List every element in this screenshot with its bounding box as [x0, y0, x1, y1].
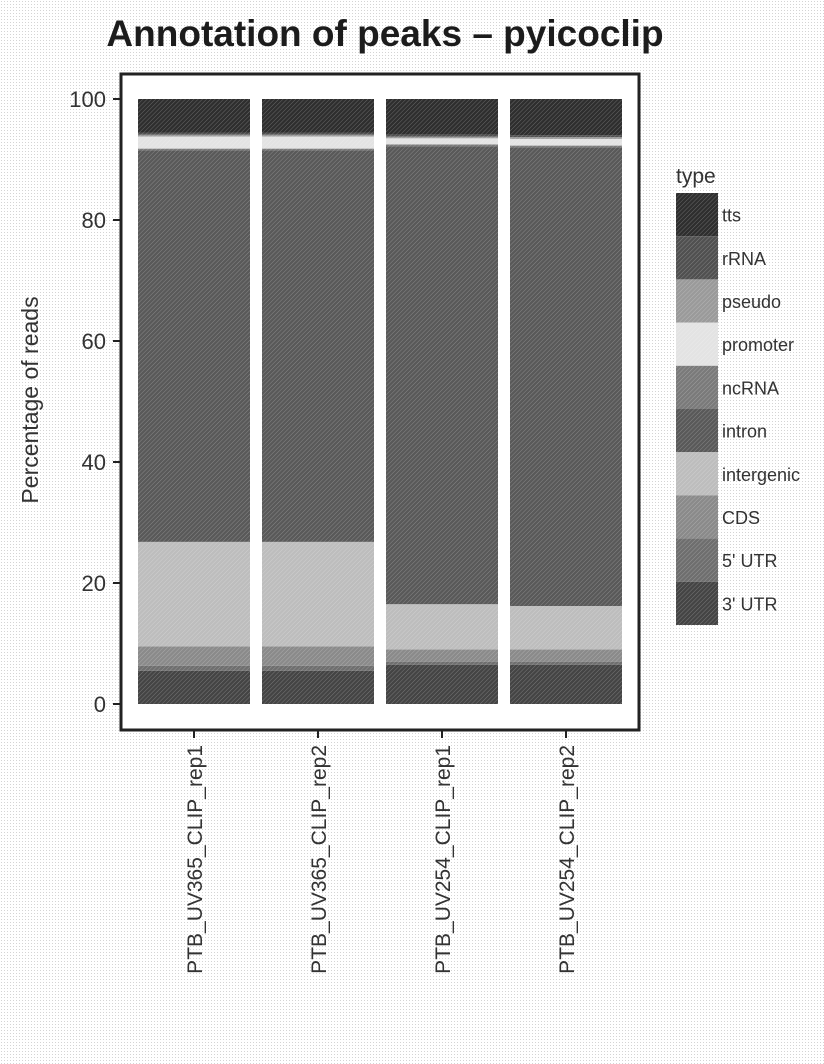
- legend-label: promoter: [722, 335, 794, 355]
- legend-label: tts: [722, 206, 741, 226]
- legend-item-pseudo: pseudo: [676, 279, 781, 323]
- legend-item-intergenic: intergenic: [676, 452, 800, 496]
- y-tick-label: 100: [69, 87, 106, 112]
- y-tick-label: 40: [82, 450, 106, 475]
- bar-segment-promoter-1: [138, 136, 250, 149]
- bar-segment-5-utr-3: [386, 661, 498, 665]
- bar-segment-3-utr-4: [510, 664, 622, 704]
- legend-item-ncrna: ncRNA: [676, 365, 779, 409]
- legend-item-tts: tts: [676, 193, 741, 237]
- bar-segment-rrna-4: [510, 135, 622, 138]
- bar-segment-pseudo-2: [262, 134, 374, 137]
- bar-segment-promoter-2: [262, 136, 374, 149]
- bar-segment-intron-1: [138, 150, 250, 542]
- bar-segment-intron-2: [262, 150, 374, 542]
- legend-label: rRNA: [722, 249, 766, 269]
- legend-item-3-utr: 3' UTR: [676, 581, 777, 625]
- bar-segment-rrna-1: [138, 132, 250, 135]
- bar-segment-promoter-3: [386, 138, 498, 145]
- y-tick-label: 80: [82, 208, 106, 233]
- bar-segment-intergenic-4: [510, 605, 622, 650]
- bar-segment-5-utr-4: [510, 661, 622, 665]
- x-tick-label-3: PTB_UV254_CLIP_rep1: [432, 745, 455, 974]
- bar-segment-tts-3: [386, 99, 498, 135]
- bar-segment-ncrna-4: [510, 145, 622, 148]
- legend-label: pseudo: [722, 292, 781, 312]
- legend-label: intron: [722, 422, 767, 442]
- bar-segment-intergenic-3: [386, 604, 498, 650]
- bar-segment-promoter-4: [510, 138, 622, 146]
- bar-segment-cds-3: [386, 649, 498, 662]
- bar-segment-rrna-3: [386, 134, 498, 137]
- legend-label: CDS: [722, 508, 760, 528]
- bar-segment-3-utr-1: [138, 670, 250, 704]
- bar-segment-pseudo-3: [386, 136, 498, 139]
- y-tick-label: 0: [94, 692, 106, 717]
- y-tick-label: 20: [82, 571, 106, 596]
- x-tick-label-1: PTB_UV365_CLIP_rep1: [184, 745, 207, 974]
- legend-label: ncRNA: [722, 378, 779, 398]
- bar-segment-tts-2: [262, 99, 374, 133]
- legend-item-5-utr: 5' UTR: [676, 538, 777, 582]
- x-tick-label-2: PTB_UV365_CLIP_rep2: [308, 745, 331, 974]
- bar-segment-5-utr-2: [262, 665, 374, 671]
- x-axis: PTB_UV365_CLIP_rep1 PTB_UV365_CLIP_rep2 PT…: [184, 730, 579, 974]
- x-tick-label-4: PTB_UV254_CLIP_rep2: [556, 745, 579, 974]
- bar-segment-intron-4: [510, 147, 622, 606]
- bar-segment-cds-1: [138, 646, 250, 666]
- legend-item-rrna: rRNA: [676, 236, 766, 280]
- y-tick-label: 60: [82, 329, 106, 354]
- legend-label: 5' UTR: [722, 551, 777, 571]
- bar-segment-ncrna-1: [138, 148, 250, 151]
- bar-segment-3-utr-3: [386, 664, 498, 704]
- bars-group: [138, 99, 622, 704]
- chart-title: Annotation of peaks – pyicoclip: [106, 13, 663, 54]
- bar-segment-5-utr-1: [138, 665, 250, 671]
- legend-label: intergenic: [722, 465, 800, 485]
- bar-segment-intron-3: [386, 146, 498, 605]
- bar-segment-intergenic-2: [262, 541, 374, 647]
- y-axis-label: Percentage of reads: [17, 296, 43, 503]
- bar-segment-intergenic-1: [138, 541, 250, 647]
- legend-title: type: [676, 165, 716, 188]
- bar-segment-ncrna-3: [386, 144, 498, 147]
- legend-item-promoter: promoter: [676, 322, 794, 366]
- bar-segment-pseudo-1: [138, 134, 250, 137]
- bar-segment-rrna-2: [262, 132, 374, 135]
- bar-segment-pseudo-4: [510, 137, 622, 139]
- legend-item-intron: intron: [676, 409, 767, 453]
- bar-segment-tts-1: [138, 99, 250, 133]
- y-axis: 0 20 40 60 80 100: [69, 87, 121, 717]
- bar-segment-3-utr-2: [262, 670, 374, 704]
- legend-item-cds: CDS: [676, 495, 760, 539]
- bar-segment-cds-2: [262, 646, 374, 666]
- bar-segment-tts-4: [510, 99, 622, 136]
- bar-segment-ncrna-2: [262, 148, 374, 151]
- legend-label: 3' UTR: [722, 594, 777, 614]
- bar-segment-cds-4: [510, 649, 622, 662]
